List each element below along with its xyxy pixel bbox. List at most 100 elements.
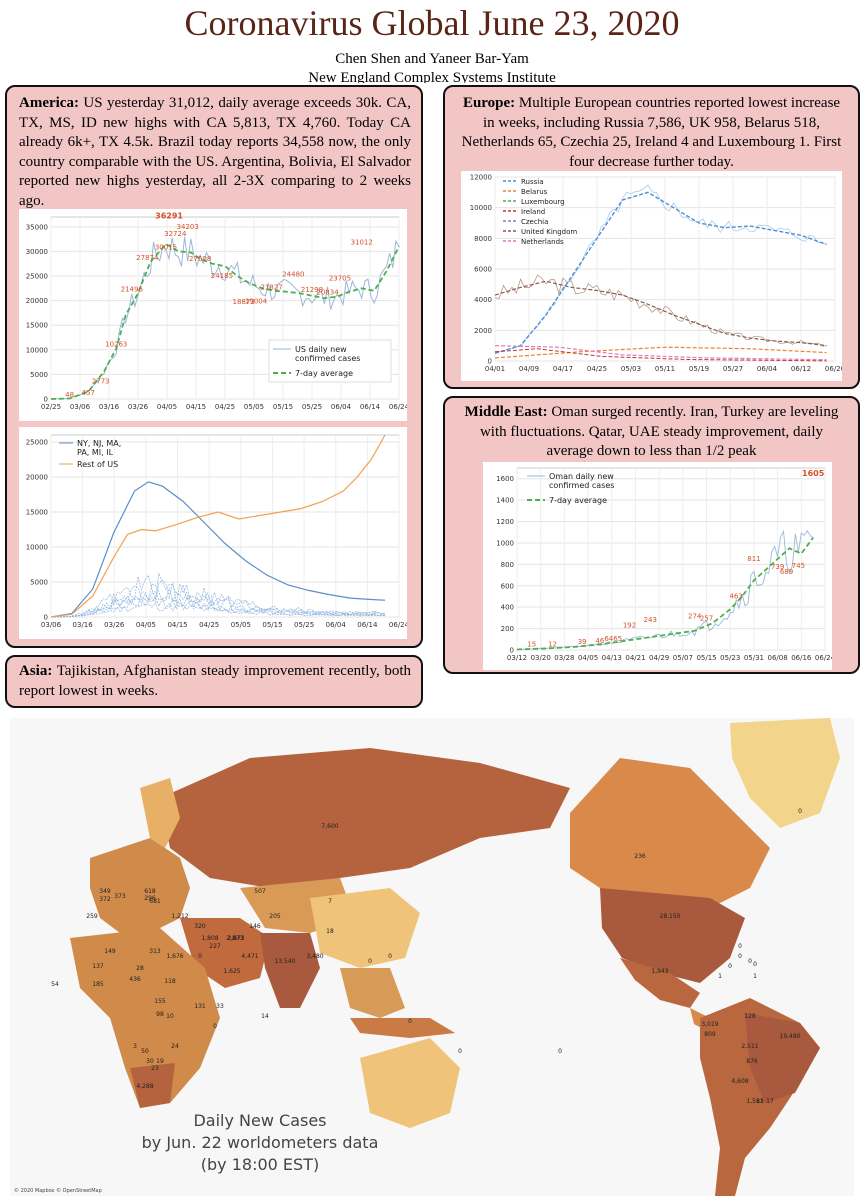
canada-shape — [570, 758, 770, 908]
map-caption-line1: Daily New Cases — [193, 1111, 326, 1130]
y-tick-label: 25000 — [26, 273, 48, 281]
legend-label: Netherlands — [521, 238, 564, 246]
america-heading: America: — [19, 95, 79, 111]
x-tick-label: 06/12 — [791, 365, 811, 373]
map-country-label: 876 — [746, 1058, 758, 1065]
data-label: 10263 — [105, 341, 127, 349]
x-tick-label: 05/25 — [302, 403, 322, 411]
map-country-label: 131 — [194, 1003, 206, 1010]
map-country-label: 17 — [766, 1098, 774, 1105]
map-country-label: 2,873 — [227, 935, 244, 942]
data-label: 36291 — [155, 211, 183, 220]
x-tick-label: 05/05 — [231, 621, 251, 629]
y-tick-label: 4000 — [474, 296, 492, 304]
map-country-label: 1 — [718, 973, 722, 980]
data-label: 20834 — [316, 289, 339, 297]
asia-heading: Asia: — [19, 663, 53, 679]
europe-text: Europe: Multiple European countries repo… — [457, 94, 846, 172]
map-country-label: 0 — [388, 953, 392, 960]
x-tick-label: 06/14 — [360, 403, 381, 411]
africa-shape — [70, 928, 220, 1108]
map-country-label: 19,480 — [780, 1033, 801, 1040]
x-tick-label: 05/31 — [744, 654, 764, 662]
legend-label: Oman daily new — [549, 472, 614, 481]
legend-label: United Kingdom — [521, 228, 577, 236]
map-country-label: 4,288 — [136, 1083, 153, 1090]
world-map: 7,600 236 28,150 19,480 507 7 18 13,540 3,480 4,4… — [10, 718, 854, 1196]
map-country-label: 0 — [198, 953, 202, 960]
legend-label: US daily new — [295, 345, 347, 354]
plot-area — [516, 467, 826, 651]
china-shape — [310, 888, 420, 968]
map-country-label: 349 — [99, 888, 111, 895]
middle-east-heading: Middle East: — [464, 404, 548, 420]
map-country-label: 30 — [146, 1058, 154, 1065]
y-tick-label: 20000 — [26, 297, 48, 305]
asia-body: Tajikistan, Afghanistan steady improveme… — [19, 663, 411, 699]
x-tick-label: 06/04 — [326, 621, 347, 629]
x-tick-label: 04/29 — [649, 654, 669, 662]
y-tick-label: 5000 — [30, 579, 48, 587]
mexico-shape — [620, 958, 700, 1008]
map-country-label: 14 — [261, 1013, 269, 1020]
data-label: 65 — [613, 635, 622, 643]
x-tick-label: 04/05 — [136, 621, 156, 629]
x-tick-label: 05/03 — [621, 365, 641, 373]
map-country-label: 1,808 — [201, 935, 218, 942]
y-tick-label: 20000 — [26, 474, 48, 482]
map-country-label: 681 — [149, 898, 161, 905]
x-tick-label: 05/15 — [273, 403, 293, 411]
data-label: 32724 — [164, 230, 187, 238]
data-label: 811 — [747, 555, 760, 563]
y-tick-label: 10000 — [26, 544, 48, 552]
data-label: 24185 — [211, 272, 233, 280]
map-country-label: 236 — [634, 853, 646, 860]
europe-panel: Europe: Multiple European countries repo… — [443, 85, 860, 389]
map-country-label: 1,581 — [746, 1098, 763, 1105]
scandinavia-shape — [140, 778, 180, 848]
x-tick-label: 03/26 — [104, 621, 125, 629]
map-country-label: 18 — [326, 928, 334, 935]
plot-area — [50, 434, 400, 618]
institute: New England Complex Systems Institute — [308, 70, 556, 83]
y-tick-label: 15000 — [26, 509, 48, 517]
europe-heading: Europe: — [462, 95, 516, 111]
x-tick-label: 05/05 — [244, 403, 264, 411]
data-label: 21298 — [301, 286, 323, 294]
map-caption-line3: (by 18:00 EST) — [201, 1155, 319, 1174]
map-country-label: 33 — [216, 1003, 224, 1010]
data-label: 18873 — [233, 298, 255, 306]
y-tick-label: 25000 — [26, 439, 48, 447]
data-label: 739 — [771, 563, 784, 571]
y-tick-label: 15000 — [26, 322, 48, 330]
y-tick-label: 0 — [488, 358, 492, 366]
series-uk-raw — [494, 274, 827, 347]
y-tick-label: 8000 — [474, 235, 492, 243]
map-labels: 7,600 236 28,150 19,480 507 7 18 13,540 3,480 4,4… — [51, 808, 802, 1105]
y-tick-label: 0 — [510, 647, 514, 655]
x-tick-label: 06/08 — [768, 654, 788, 662]
x-tick-label: 03/16 — [99, 403, 120, 411]
map-country-label: 4,471 — [241, 953, 258, 960]
x-tick-label: 04/05 — [578, 654, 598, 662]
map-country-label: 3 — [133, 1043, 137, 1050]
map-country-label: 28,150 — [660, 913, 681, 920]
y-tick-label: 6000 — [474, 266, 492, 274]
data-label: 27608 — [189, 255, 211, 263]
x-tick-label: 03/26 — [128, 403, 149, 411]
map-country-label: 0 — [458, 1048, 462, 1055]
map-country-label: 313 — [149, 948, 161, 955]
x-tick-label: 05/27 — [723, 365, 743, 373]
map-country-label: 373 — [114, 893, 126, 900]
map-country-label: 809 — [704, 1031, 716, 1038]
series-state-line — [50, 579, 386, 618]
indonesia-shape — [350, 1018, 455, 1038]
legend-label: Ireland — [521, 208, 545, 216]
x-tick-label: 04/21 — [625, 654, 645, 662]
map-country-label: 28 — [136, 965, 144, 972]
data-label: 21827 — [260, 284, 282, 292]
series-belarus — [494, 346, 827, 359]
map-country-label: 155 — [154, 998, 166, 1005]
series-us-7day — [50, 242, 400, 400]
map-country-label: 0 — [748, 958, 752, 965]
